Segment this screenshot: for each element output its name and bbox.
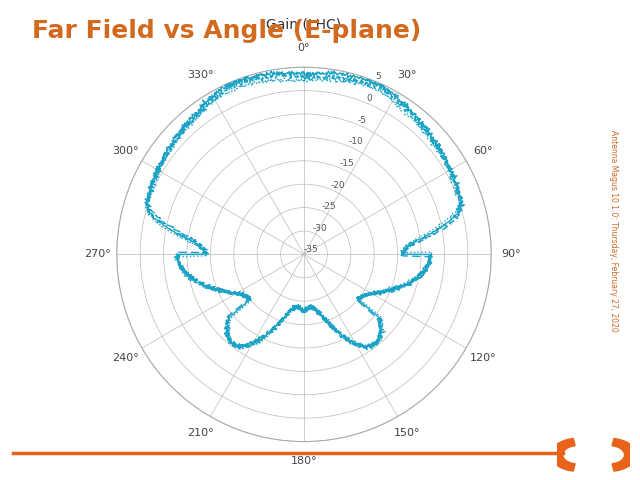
Text: Far Field vs Angle (E-plane): Far Field vs Angle (E-plane)	[32, 19, 421, 43]
Title: Gain (LHC): Gain (LHC)	[266, 18, 342, 32]
Text: Antenna Magus 10.1.0: Thursday, February 27, 2020: Antenna Magus 10.1.0: Thursday, February…	[609, 130, 618, 331]
Polygon shape	[551, 439, 575, 471]
Polygon shape	[612, 439, 636, 471]
